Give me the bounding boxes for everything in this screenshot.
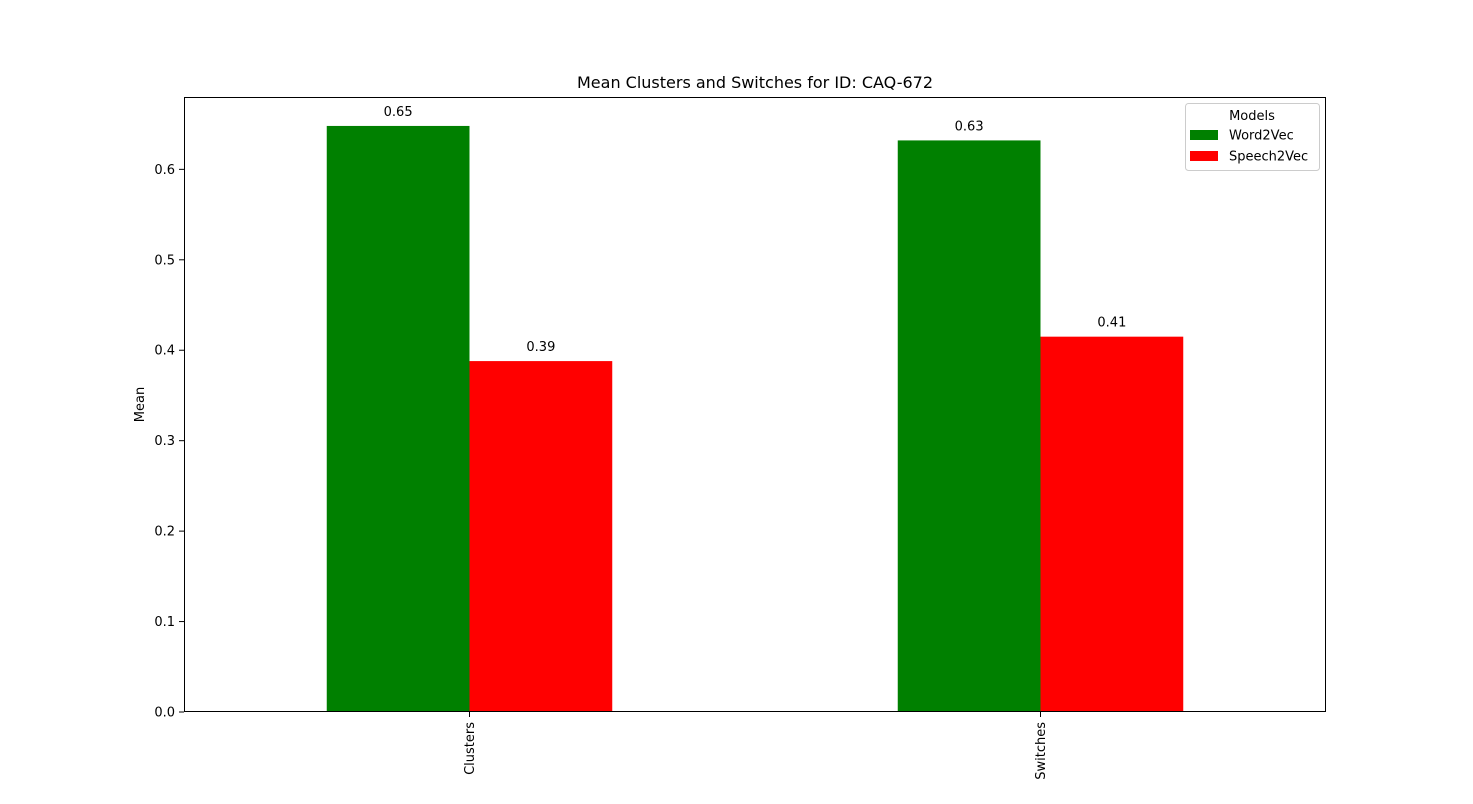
data-label: 0.63 (955, 119, 984, 134)
x-tick-label: Switches (1034, 722, 1049, 780)
data-label: 0.39 (526, 340, 555, 355)
bar-word2vec-switches (897, 140, 1041, 713)
bar-word2vec-clusters (326, 125, 470, 713)
bar-speech2vec-switches (1040, 336, 1184, 712)
legend-label-speech2vec: Speech2Vec (1229, 150, 1308, 165)
bar-speech2vec-clusters (469, 361, 613, 712)
legend-swatch-word2vec (1190, 130, 1218, 140)
y-tick-label: 0.4 (154, 344, 175, 359)
y-axis-label: Mean (133, 387, 148, 422)
plot-frame (184, 97, 1326, 712)
y-tick-label: 0.3 (154, 434, 175, 449)
legend-box (1185, 103, 1320, 171)
legend-title: Models (1229, 109, 1275, 124)
legend-items: Word2Vec Speech2Vec (1190, 129, 1308, 165)
y-tick-label: 0.5 (154, 253, 175, 268)
y-tick-label: 0.2 (154, 525, 175, 540)
x-tick-label: Clusters (463, 722, 478, 775)
legend-label-word2vec: Word2Vec (1229, 129, 1294, 144)
data-label: 0.41 (1097, 316, 1126, 331)
legend-swatch-speech2vec (1190, 151, 1218, 161)
x-axis-ticks: Clusters Switches (463, 712, 1049, 780)
data-labels-layer: 0.65 0.39 0.63 0.41 (384, 105, 1127, 355)
data-label: 0.65 (384, 105, 413, 120)
chart-title: Mean Clusters and Switches for ID: CAQ-6… (577, 73, 933, 92)
y-axis-ticks: 0.0 0.1 0.2 0.3 0.4 0.5 0.6 (154, 163, 184, 721)
bars-layer (326, 125, 1184, 713)
legend: Models Word2Vec Speech2Vec (1185, 103, 1320, 171)
y-tick-label: 0.1 (154, 615, 175, 630)
y-tick-label: 0.0 (154, 706, 175, 721)
y-tick-label: 0.6 (154, 163, 175, 178)
